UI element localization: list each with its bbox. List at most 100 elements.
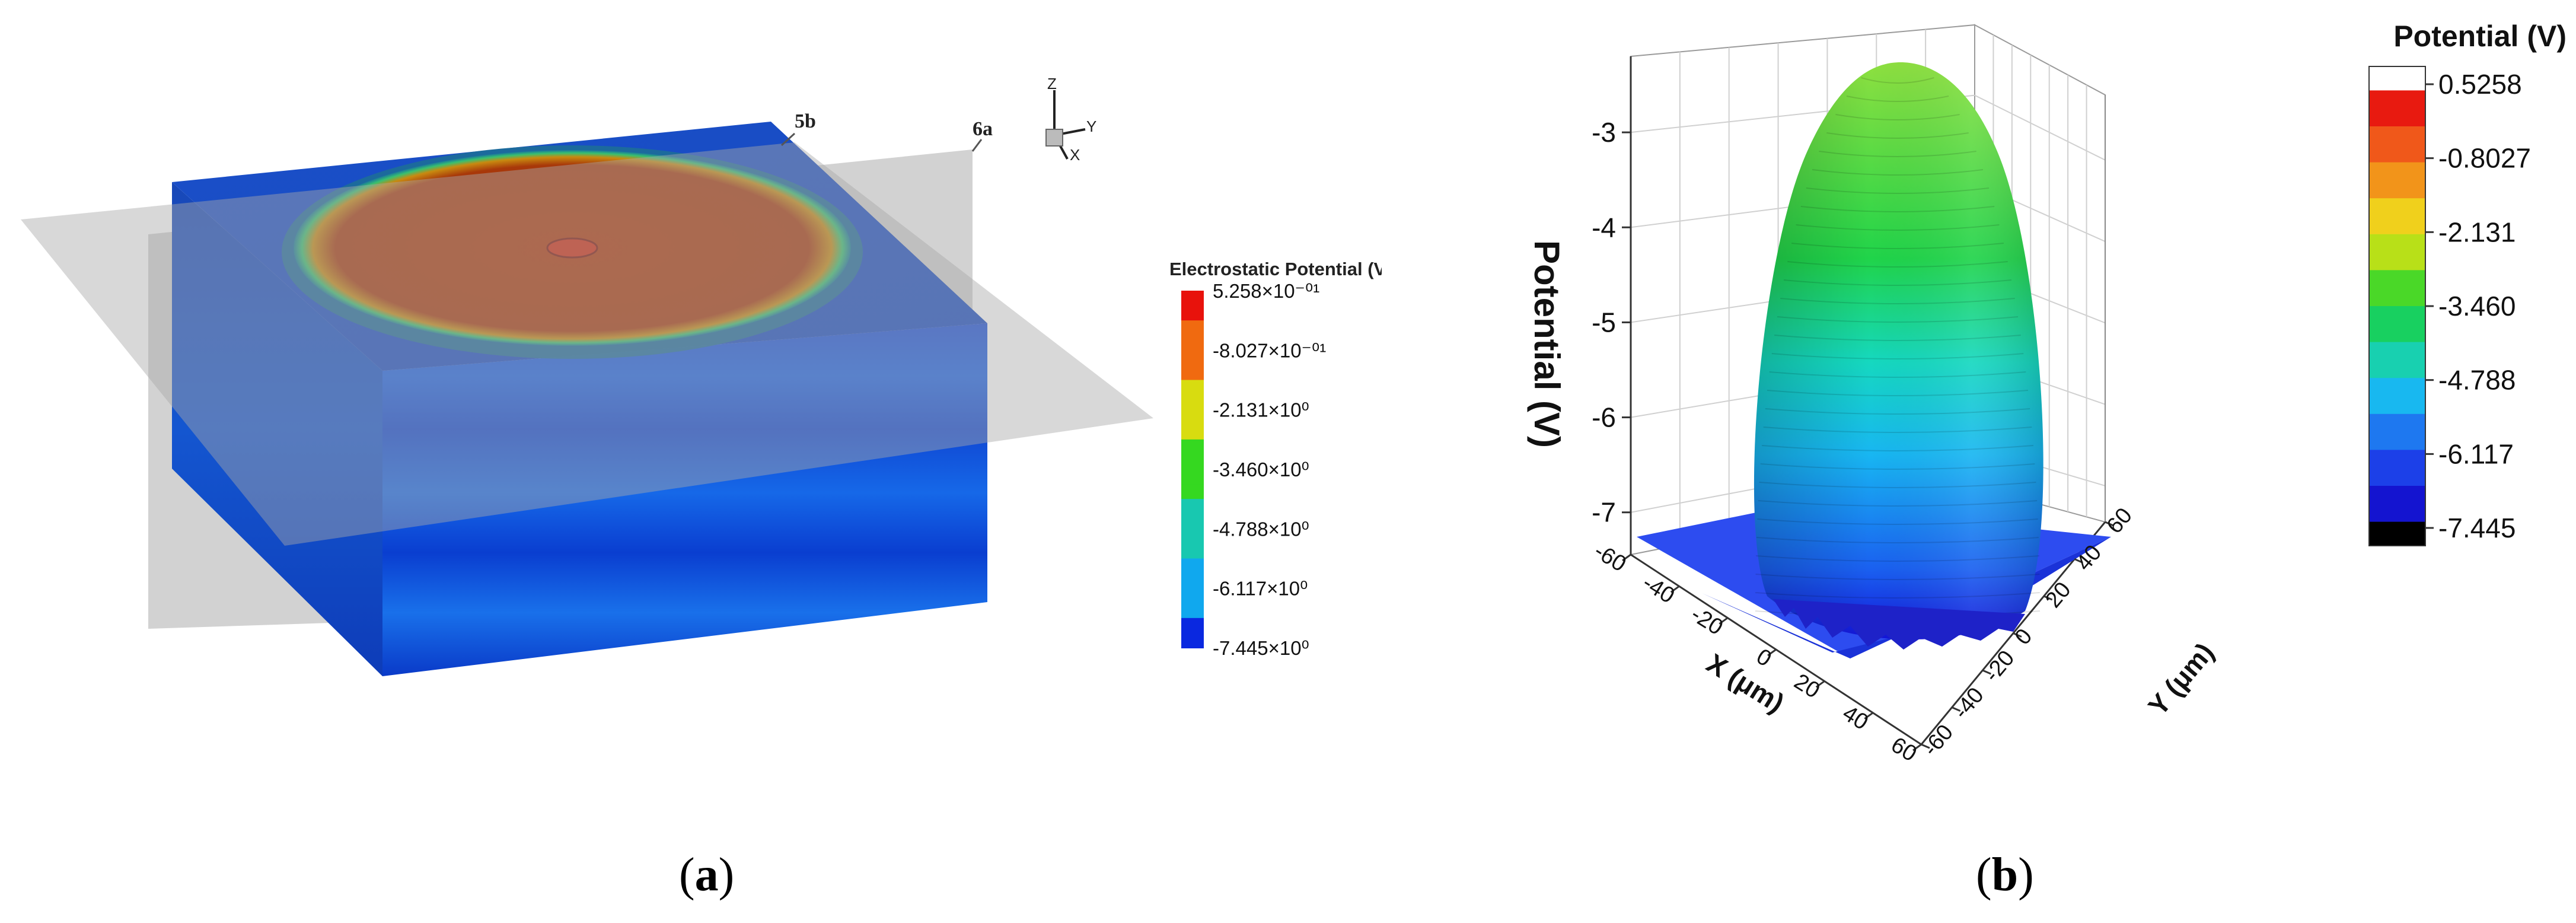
- colorbar-swatch: [2369, 330, 2425, 343]
- legend-swatch: [1181, 365, 1204, 381]
- cut-plane-5b: [21, 142, 1153, 546]
- colorbar-swatch: [2369, 282, 2425, 295]
- colorbar-swatch: [2369, 270, 2425, 283]
- legend-swatch: [1181, 320, 1204, 336]
- legend-swatch: [1181, 424, 1204, 440]
- colorbar-tick-label: -7.445: [2438, 513, 2516, 543]
- x-axis-label: X (μm): [1701, 647, 1790, 718]
- legend-a: 5.258×10⁻⁰¹ -8.027×10⁻⁰¹ -2.131×10⁰ -3.460×…: [1181, 280, 1326, 659]
- colorbar-swatch: [2369, 354, 2425, 367]
- caption-a: (a): [679, 849, 735, 901]
- z-tick-label: -4: [1592, 212, 1616, 243]
- legend-swatch: [1181, 409, 1204, 425]
- colorbar-swatch: [2369, 138, 2425, 151]
- axis-x-label: X: [1070, 146, 1080, 164]
- colorbar-tick-label: 0.5258: [2438, 69, 2522, 100]
- z-tick-label: -5: [1592, 307, 1616, 338]
- plane-label-6a: 6a: [973, 118, 993, 140]
- surface-spikes: [1773, 599, 2025, 650]
- x-tick-label: -60: [1590, 539, 1631, 577]
- colorbar-swatch: [2369, 450, 2425, 463]
- colorbar-swatch: [2369, 521, 2425, 534]
- x-tick-label: 0: [1752, 644, 1775, 672]
- colorbar-swatch: [2369, 473, 2425, 486]
- legend-swatch: [1181, 394, 1204, 410]
- colorbar-swatch: [2369, 222, 2425, 235]
- colorbar-swatch: [2369, 390, 2425, 403]
- legend-swatch: [1181, 454, 1204, 470]
- y-axis-label: Y (μm): [2142, 636, 2220, 721]
- legend-entry: -8.027×10⁻⁰¹: [1213, 339, 1326, 361]
- colorbar-swatch: [2369, 342, 2425, 355]
- z-axis-label: Potential (V): [1527, 240, 1567, 448]
- colorbar-swatch: [2369, 198, 2425, 211]
- dome-bands: [1755, 77, 2041, 617]
- colorbar-swatch: [2369, 294, 2425, 307]
- z-tick-label: -3: [1592, 117, 1616, 148]
- colorbar-tick-label: -6.117: [2438, 438, 2514, 469]
- colorbar-swatch: [2369, 66, 2425, 79]
- legend-entry: 5.258×10⁻⁰¹: [1213, 280, 1319, 302]
- legend-swatch: [1181, 558, 1204, 574]
- legend-swatch: [1181, 291, 1204, 307]
- panel-a-graphic: 5b 6a Z Y X Electrostatic Potential (V) …: [21, 75, 1382, 676]
- plane-5b-leader: [780, 132, 796, 147]
- colorbar-swatch: [2369, 174, 2425, 187]
- z-tick-label: -7: [1592, 497, 1616, 528]
- legend-swatch: [1181, 350, 1204, 366]
- legend-swatch: [1181, 439, 1204, 455]
- axis-y-label: Y: [1086, 117, 1096, 135]
- legend-swatch: [1181, 573, 1204, 589]
- colorbar-tick-label: -4.788: [2438, 365, 2516, 396]
- colorbar-swatch: [2369, 78, 2425, 91]
- colorbar-swatch: [2369, 234, 2425, 247]
- legend-title: Electrostatic Potential (V): [1169, 259, 1382, 279]
- colorbar-swatch: [2369, 186, 2425, 199]
- legend-swatch: [1181, 335, 1204, 351]
- legend-swatch: [1181, 618, 1204, 634]
- colorbar-swatch: [2369, 402, 2425, 415]
- y-tick-label: 60: [2102, 503, 2137, 538]
- colorbar: 0.5258 -0.8027 -2.131 -3.460 -4.788 -6.117 -7.…: [2368, 66, 2531, 546]
- legend-swatch: [1181, 380, 1204, 396]
- colorbar-tick-label: -0.8027: [2438, 143, 2531, 174]
- colorbar-swatch: [2369, 114, 2425, 127]
- colorbar-tick-label: -3.460: [2438, 291, 2516, 322]
- legend-swatch: [1181, 588, 1204, 604]
- box-front-face: [382, 323, 987, 676]
- legend-swatch: [1181, 484, 1204, 500]
- axes-triad: Z Y X: [1045, 75, 1096, 164]
- colorbar-tick-label: -2.131: [2438, 217, 2516, 247]
- surface-dome-shading: [1754, 62, 2043, 640]
- colorbar-swatch: [2369, 533, 2425, 546]
- plane-6a-leader: [971, 139, 983, 152]
- colorbar-swatch: [2369, 258, 2425, 271]
- legend-entry: -7.445×10⁰: [1213, 637, 1309, 659]
- colorbar-swatch: [2369, 438, 2425, 451]
- legend-entry: -6.117×10⁰: [1213, 578, 1308, 600]
- colorbar-swatch: [2369, 366, 2425, 379]
- legend-entry: -2.131×10⁰: [1213, 399, 1309, 421]
- panel-b: -3 -4 -5 -6 -7 Potential (V) -60 -40 -20 0 20 40 6…: [1382, 0, 2576, 923]
- z-axis-ticks: -3 -4 -5 -6 -7: [1592, 117, 1631, 528]
- colorbar-swatch: [2369, 150, 2425, 163]
- legend-swatch: [1181, 499, 1204, 515]
- panel-b-graphic: -3-4-5-6-7 Potential (V) -60-40-20020406…: [1527, 20, 2567, 767]
- legend-swatch: [1181, 632, 1204, 648]
- legend-swatch: [1181, 469, 1204, 485]
- legend-swatch: [1181, 603, 1204, 619]
- legend-entry: -4.788×10⁰: [1213, 518, 1309, 540]
- colorbar-swatch: [2369, 90, 2425, 103]
- colorbar-swatch: [2369, 306, 2425, 319]
- colorbar-swatch: [2369, 498, 2425, 511]
- legend-swatch: [1181, 305, 1204, 322]
- caption-b: (b): [1976, 849, 2034, 901]
- colorbar-swatch: [2369, 378, 2425, 391]
- colorbar-title: Potential (V): [2393, 20, 2567, 53]
- legend-entry: -3.460×10⁰: [1213, 459, 1309, 480]
- colorbar-swatch: [2369, 413, 2425, 427]
- colorbar-swatch: [2369, 318, 2425, 331]
- center-dot: [546, 237, 598, 259]
- axis-z-label: Z: [1047, 75, 1057, 93]
- colorbar-swatch: [2369, 210, 2425, 223]
